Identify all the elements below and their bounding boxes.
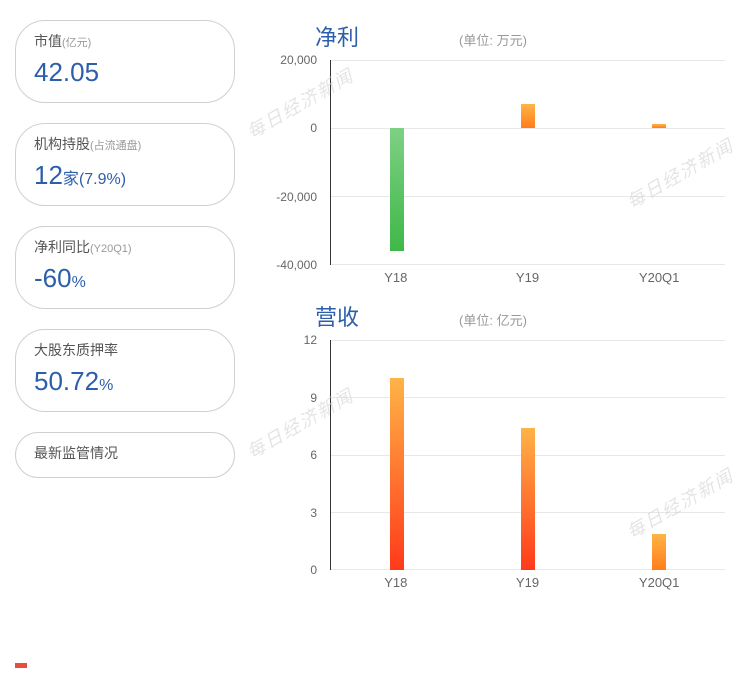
x-label: Y18: [384, 575, 407, 590]
bar: [521, 428, 535, 570]
stat-label: 市值: [34, 33, 62, 49]
stat-value: 12家(7.9%): [34, 160, 216, 191]
profit-chart: 净利 (单位: 万元) -40,000-20,000020,000Y18Y19Y…: [265, 20, 735, 290]
bar: [521, 104, 535, 128]
accent-bar: [15, 663, 27, 668]
x-label: Y19: [516, 575, 539, 590]
bar: [390, 378, 404, 570]
stat-regulation: 最新监管情况: [15, 432, 235, 478]
stat-sub: (占流通盘): [90, 140, 141, 152]
bar: [390, 128, 404, 251]
chart-unit: (单位: 亿元): [459, 310, 527, 329]
bar: [652, 534, 666, 570]
stat-pledge: 大股东质押率 50.72%: [15, 329, 235, 412]
x-label: Y18: [384, 270, 407, 285]
stat-value: 50.72%: [34, 366, 216, 397]
stat-sub: (Y20Q1): [90, 243, 132, 255]
chart-title: 净利: [315, 20, 359, 52]
bar: [652, 124, 666, 128]
stat-institution: 机构持股(占流通盘) 12家(7.9%): [15, 123, 235, 206]
x-label: Y19: [516, 270, 539, 285]
chart-unit: (单位: 万元): [459, 30, 527, 49]
stat-sub: (亿元): [62, 37, 91, 49]
stat-label: 大股东质押率: [34, 342, 118, 358]
chart-title: 营收: [315, 300, 359, 332]
revenue-chart: 营收 (单位: 亿元) 036912Y18Y19Y20Q1: [265, 300, 735, 595]
stat-profit-yoy: 净利同比(Y20Q1) -60%: [15, 226, 235, 309]
stat-market-cap: 市值(亿元) 42.05: [15, 20, 235, 103]
stat-value: -60%: [34, 263, 216, 294]
stat-label: 净利同比: [34, 239, 90, 255]
x-label: Y20Q1: [639, 575, 679, 590]
stat-value: 42.05: [34, 57, 216, 88]
x-label: Y20Q1: [639, 270, 679, 285]
charts-panel: 净利 (单位: 万元) -40,000-20,000020,000Y18Y19Y…: [235, 20, 735, 605]
stats-panel: 市值(亿元) 42.05 机构持股(占流通盘) 12家(7.9%) 净利同比(Y…: [15, 20, 235, 605]
stat-label: 最新监管情况: [34, 445, 118, 461]
stat-label: 机构持股: [34, 136, 90, 152]
